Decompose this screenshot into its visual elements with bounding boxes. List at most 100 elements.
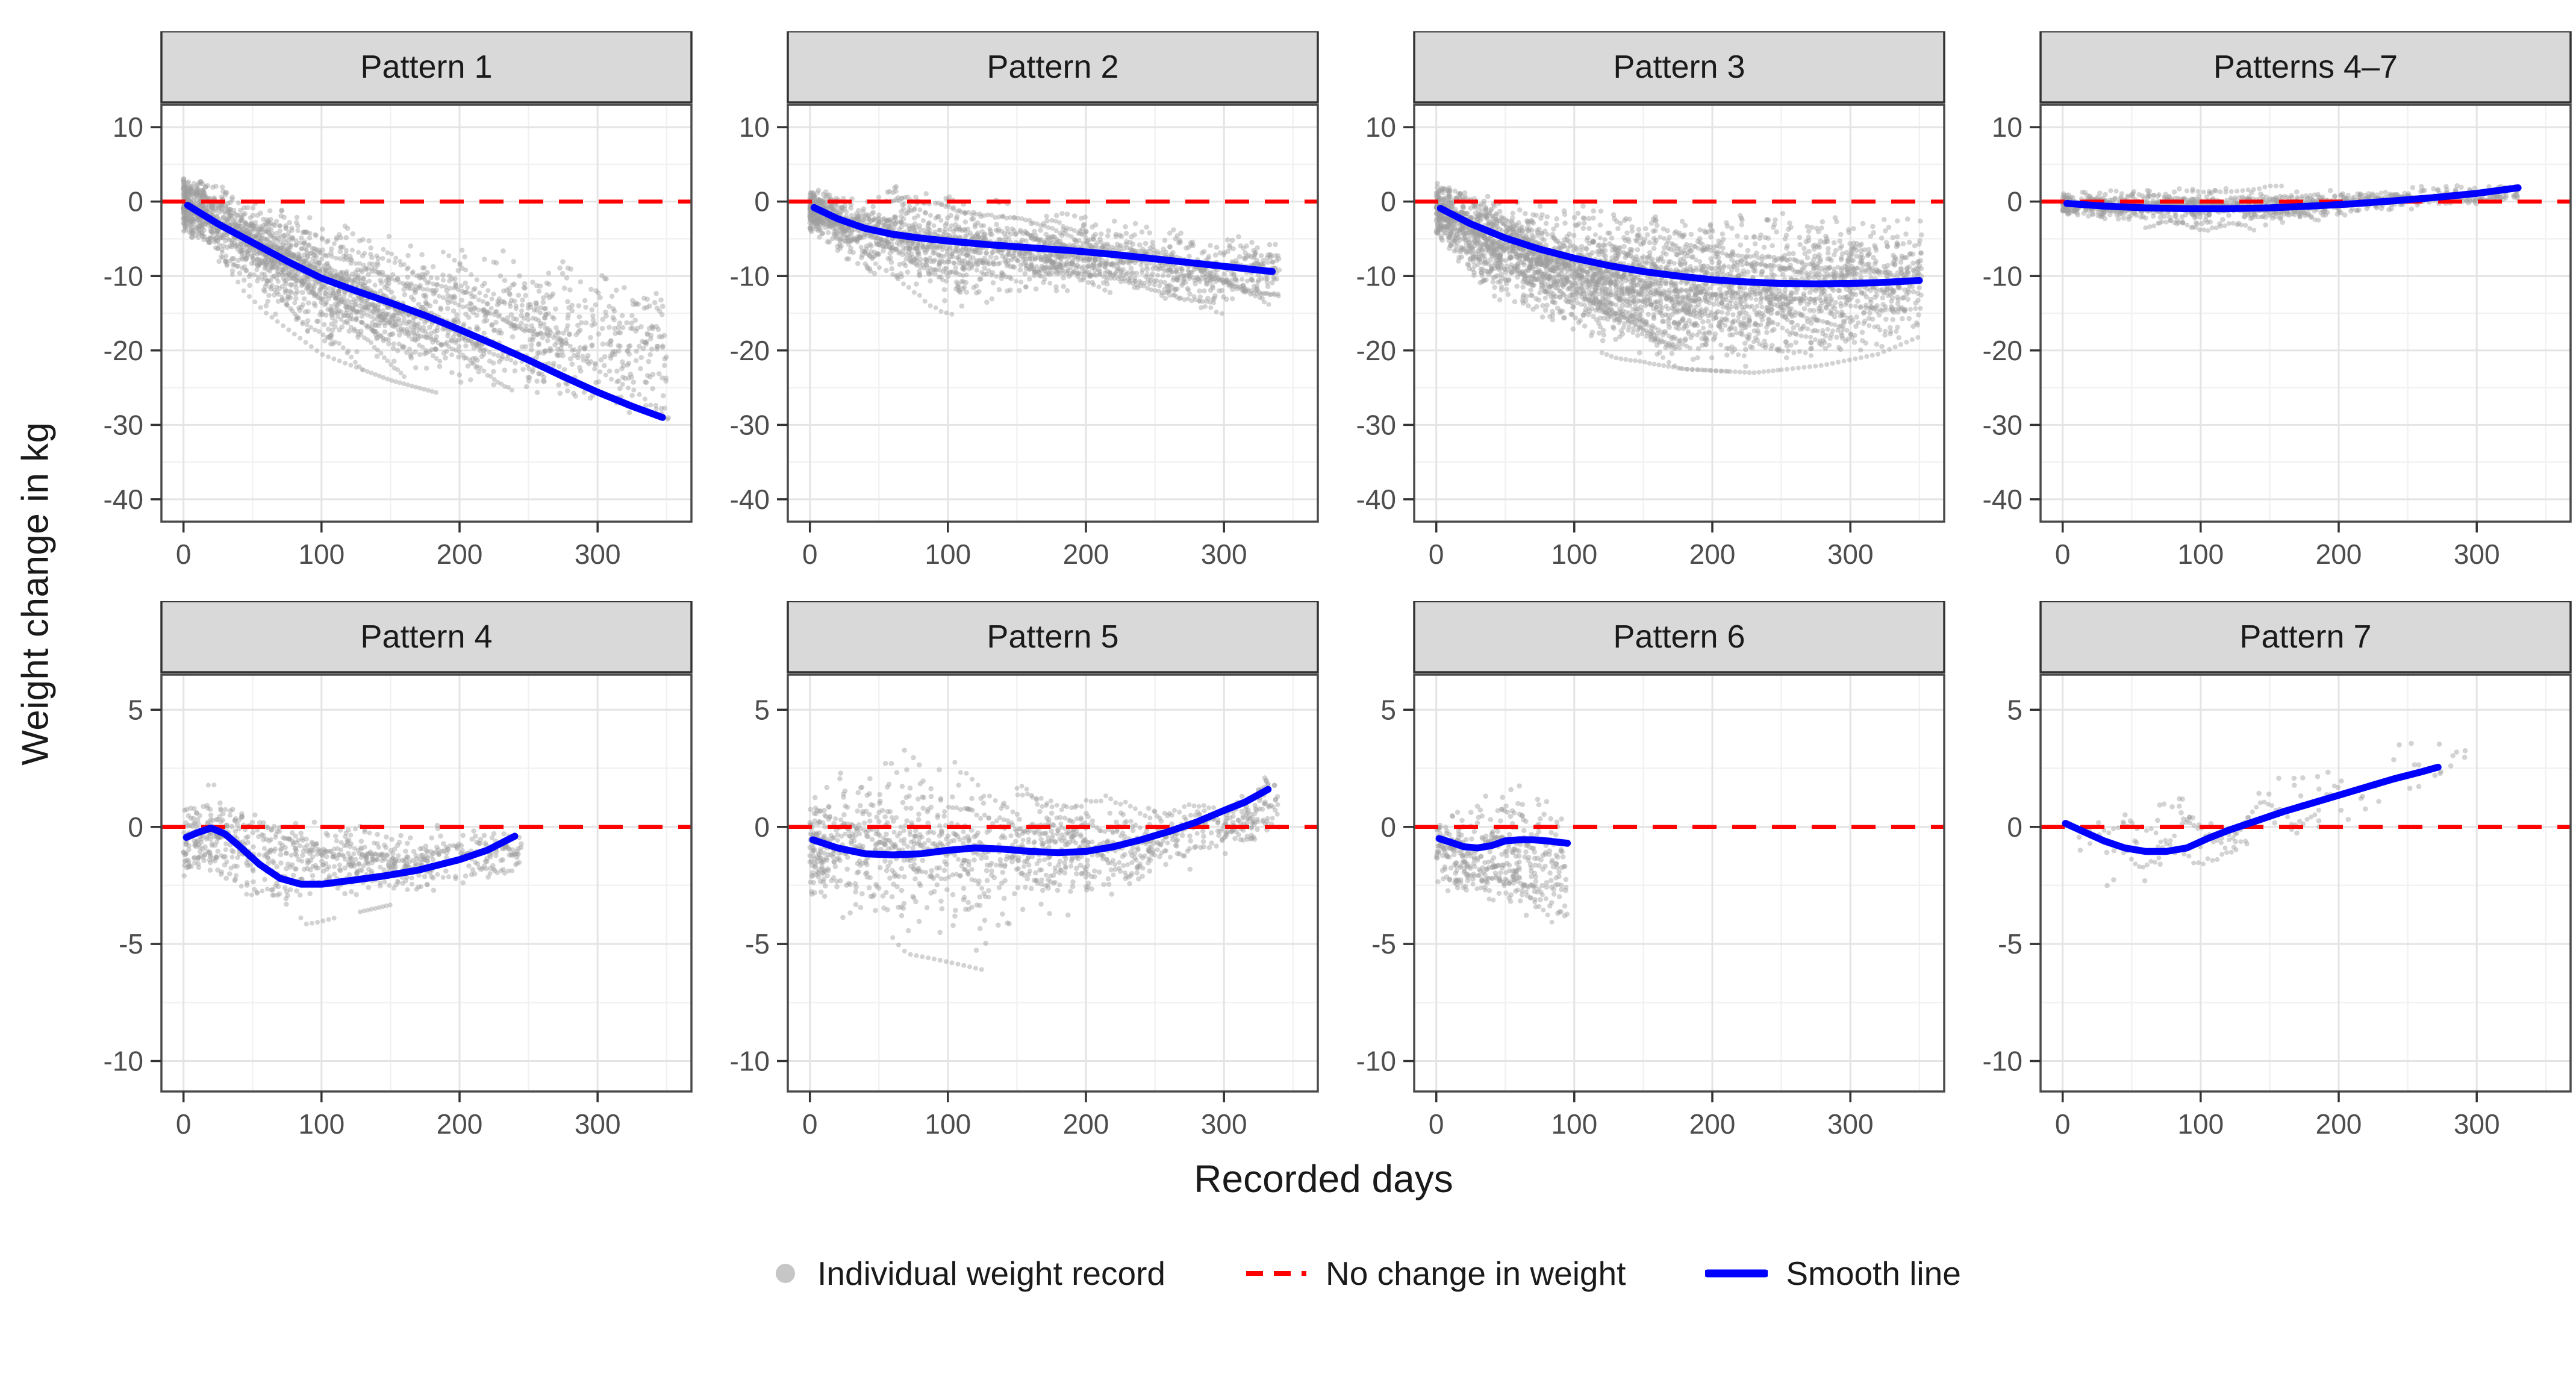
x-tick-label: 100 xyxy=(925,539,971,570)
x-tick-label: 200 xyxy=(437,1108,483,1140)
y-tick-label: -5 xyxy=(1998,928,2022,960)
facet-pattern-3: 0 100 200 300 10 0 -10 -20 -30 -40 Pattern 3 xyxy=(1324,30,1950,585)
y-tick-label: -5 xyxy=(119,928,143,960)
legend-item-smooth-line: Smooth line xyxy=(1705,1254,1961,1293)
y-tick-label: -10 xyxy=(730,260,770,292)
x-tick-label: 100 xyxy=(1551,1108,1597,1140)
x-tick-label: 300 xyxy=(575,1108,621,1140)
y-tick-label: 0 xyxy=(2007,186,2022,217)
y-tick-label: -40 xyxy=(104,484,143,515)
legend-item-no-change-in-weight: No change in weight xyxy=(1245,1254,1626,1293)
y-tick-label: 5 xyxy=(1380,694,1396,725)
y-tick-label: -40 xyxy=(1983,484,2022,515)
facet-strip-title: Pattern 4 xyxy=(360,619,492,655)
y-axis-title: Weight change in kg xyxy=(14,421,57,766)
y-tick-label: 0 xyxy=(754,811,770,843)
x-tick-label: 0 xyxy=(1429,539,1444,570)
y-tick-label: 5 xyxy=(2007,694,2022,725)
facet-strip xyxy=(2039,600,2572,673)
y-tick-label: 10 xyxy=(1992,111,2022,143)
facet-strip xyxy=(1413,30,1945,104)
legend-label: No change in weight xyxy=(1325,1255,1626,1292)
y-tick-label: -30 xyxy=(1983,410,2022,441)
x-axis-title: Recorded days xyxy=(1194,1157,1453,1201)
y-tick-label: 10 xyxy=(739,111,770,143)
y-tick-label: -20 xyxy=(730,335,770,366)
y-tick-label: -5 xyxy=(1371,928,1396,960)
facet-strip-title: Pattern 7 xyxy=(2239,619,2371,655)
y-tick-label: 10 xyxy=(113,111,143,143)
x-tick-label: 300 xyxy=(1201,1108,1247,1140)
facet-strip-title: Pattern 1 xyxy=(360,49,492,85)
facet-pattern-1: 0 100 200 300 10 0 -10 -20 -30 -40 Pattern 1 xyxy=(71,30,697,585)
plot-zone: Weight change in kg 0 100 200 300 10 0 -10 -20-… xyxy=(0,30,2576,1155)
solid-line-marker-icon xyxy=(1705,1269,1768,1278)
panel-pattern-7: 0 100 200 300 5 0 -5 -10 Pattern 7 xyxy=(1983,600,2572,1140)
x-tick-label: 200 xyxy=(437,539,483,570)
y-tick-label: 0 xyxy=(128,186,143,217)
x-tick-label: 100 xyxy=(1551,539,1597,570)
x-tick-label: 100 xyxy=(925,1108,971,1140)
y-tick-label: -10 xyxy=(1356,260,1396,292)
x-tick-label: 100 xyxy=(298,1108,345,1140)
y-tick-label: -40 xyxy=(730,484,770,515)
y-tick-label: -10 xyxy=(1983,260,2022,292)
facet-pattern-2: 0 100 200 300 10 0 -10 -20 -30 -40 Pattern 2 xyxy=(697,30,1324,585)
facet-strip xyxy=(2039,30,2572,104)
x-tick-label: 100 xyxy=(2177,539,2224,570)
facet-strip-title: Patterns 4–7 xyxy=(2213,49,2398,85)
y-tick-label: -10 xyxy=(730,1046,770,1077)
x-tick-label: 0 xyxy=(802,539,818,570)
x-tick-label: 0 xyxy=(802,1108,818,1140)
y-tick-label: -30 xyxy=(104,410,143,441)
panel-pattern-6: 0 100 200 300 5 0 -5 -10 Pattern 6 xyxy=(1356,600,1945,1140)
y-tick-label: -5 xyxy=(745,928,770,960)
y-tick-label: 0 xyxy=(128,811,143,843)
y-tick-label: -40 xyxy=(1356,484,1396,515)
facet-strip-title: Pattern 5 xyxy=(987,619,1118,655)
x-tick-label: 200 xyxy=(1689,539,1736,570)
x-tick-label: 100 xyxy=(298,539,345,570)
facet-strip xyxy=(787,600,1319,673)
x-tick-label: 200 xyxy=(2316,1108,2362,1140)
legend: Individual weight record No change in we… xyxy=(0,1254,2576,1293)
y-tick-label: 0 xyxy=(1380,186,1396,217)
y-tick-label: 0 xyxy=(754,186,770,217)
y-tick-label: 10 xyxy=(1365,111,1396,143)
x-tick-label: 200 xyxy=(1063,1108,1109,1140)
y-tick-label: -10 xyxy=(104,1046,143,1077)
facet-pattern-5: 0 100 200 300 5 0 -5 -10 Pattern 5 xyxy=(697,600,1324,1155)
x-tick-label: 0 xyxy=(2055,1108,2071,1140)
y-tick-label: -10 xyxy=(104,260,143,292)
x-tick-label: 200 xyxy=(2316,539,2362,570)
x-tick-label: 100 xyxy=(2177,1108,2224,1140)
facet-strip xyxy=(787,30,1319,104)
legend-item-individual-weight-record: Individual weight record xyxy=(772,1254,1165,1293)
x-tick-label: 0 xyxy=(1429,1108,1444,1140)
x-tick-label: 300 xyxy=(2454,539,2500,570)
facet-strip xyxy=(160,30,693,104)
x-tick-label: 300 xyxy=(2454,1108,2500,1140)
y-tick-label: -20 xyxy=(1356,335,1396,366)
facet-strip-title: Pattern 3 xyxy=(1613,49,1745,85)
y-tick-label: -30 xyxy=(1356,410,1396,441)
facet-grid: 0 100 200 300 10 0 -10 -20 -30 -40 Pattern 1 0 100 2… xyxy=(71,30,2576,1155)
y-tick-label: 0 xyxy=(2007,811,2022,843)
panel-pattern-4: 0 100 200 300 5 0 -5 -10 Pattern 4 xyxy=(104,600,693,1140)
x-tick-label: 200 xyxy=(1063,539,1109,570)
x-tick-label: 200 xyxy=(1689,1108,1736,1140)
legend-label: Smooth line xyxy=(1786,1255,1961,1292)
y-tick-label: -20 xyxy=(104,335,143,366)
facet-strip xyxy=(1413,600,1945,673)
y-tick-label: -10 xyxy=(1356,1046,1396,1077)
y-tick-label: -20 xyxy=(1983,335,2022,366)
y-tick-label: -10 xyxy=(1983,1046,2022,1077)
x-tick-label: 300 xyxy=(1827,539,1874,570)
y-axis-title-column: Weight change in kg xyxy=(0,31,71,1155)
facet-strip-title: Pattern 2 xyxy=(987,49,1118,85)
